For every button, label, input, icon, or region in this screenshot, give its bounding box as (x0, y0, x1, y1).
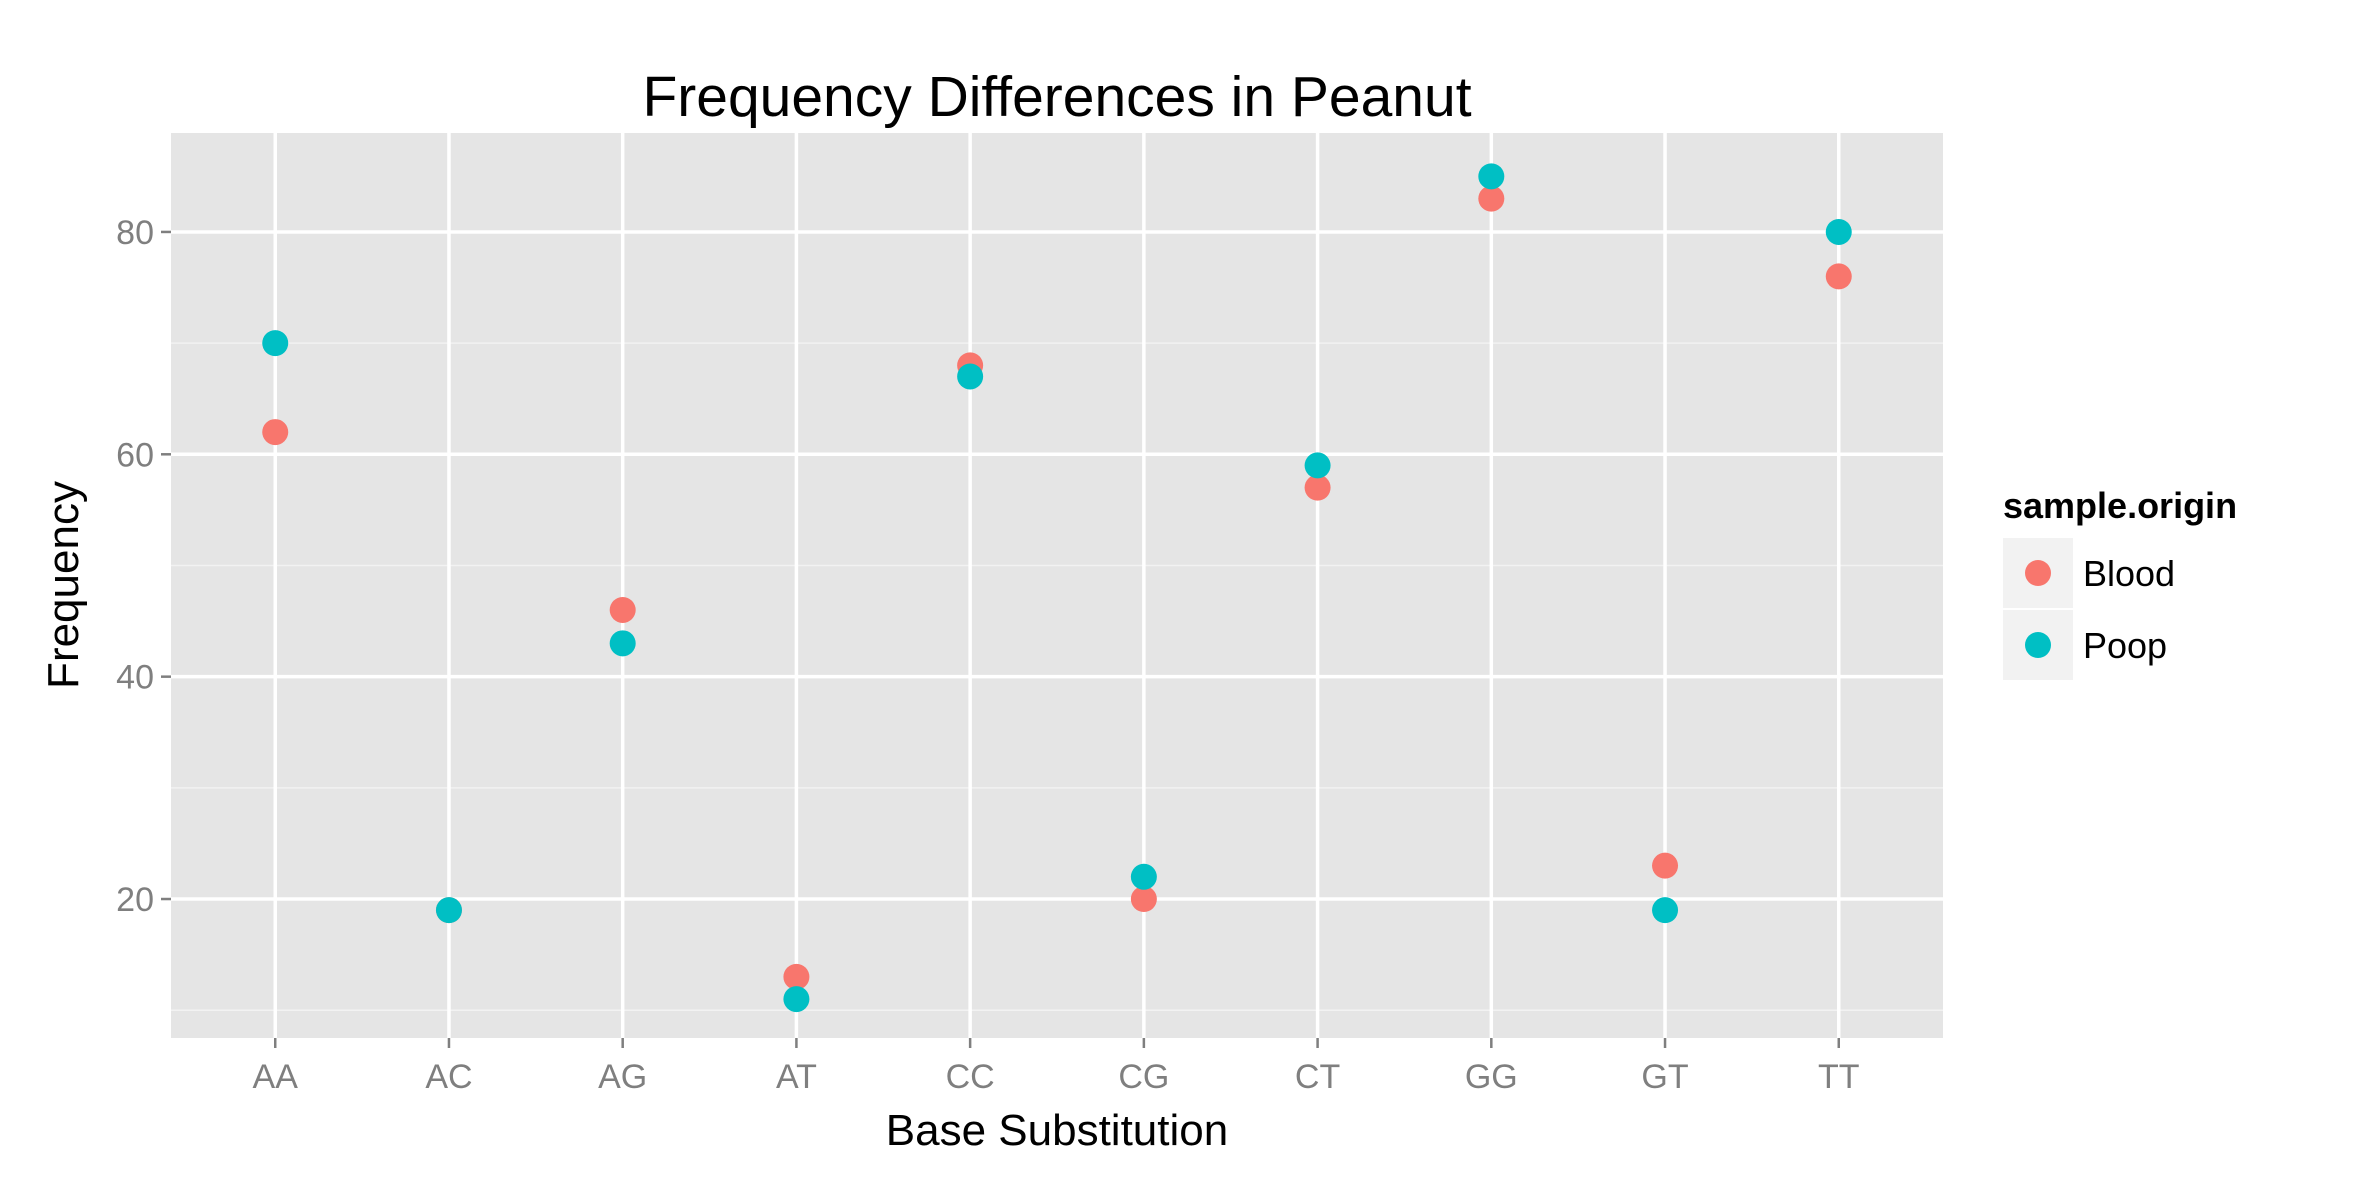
legend-label-blood: Blood (2083, 553, 2175, 594)
legend-item-blood: Blood (2003, 538, 2175, 608)
point-blood-ct (1304, 474, 1331, 501)
point-blood-at (783, 963, 810, 990)
point-poop-ac (435, 897, 462, 924)
x-tick-label-gg: GG (1465, 1058, 1518, 1096)
y-tick-label: 20 (116, 881, 154, 919)
data-points (262, 163, 1852, 1013)
point-poop-cg (1130, 863, 1157, 890)
point-poop-cc (957, 363, 984, 390)
point-poop-gt (1652, 897, 1679, 924)
point-blood-aa (262, 419, 289, 446)
x-tick-label-ct: CT (1295, 1058, 1340, 1096)
y-tick-label: 40 (116, 659, 154, 697)
x-tick-label-ag: AG (598, 1058, 647, 1096)
y-tick-label: 60 (116, 436, 154, 474)
x-tick-label-cg: CG (1118, 1058, 1169, 1096)
point-blood-gt (1652, 852, 1679, 879)
chart-title: Frequency Differences in Peanut (642, 65, 1471, 129)
point-poop-gg (1478, 163, 1505, 190)
grid-minor (171, 342, 1943, 1011)
point-poop-ct (1304, 452, 1331, 479)
point-poop-ag (609, 630, 636, 657)
plot-panel (171, 133, 1943, 1038)
legend: sample.origin Blood Poop (2003, 485, 2237, 680)
legend-label-poop: Poop (2083, 625, 2167, 666)
point-poop-tt (1825, 218, 1852, 245)
x-tick-label-cc: CC (946, 1058, 995, 1096)
point-blood-ag (609, 596, 636, 623)
point-blood-cg (1130, 886, 1157, 913)
x-tick-label-at: AT (776, 1058, 817, 1096)
x-tick-label-tt: TT (1818, 1058, 1860, 1096)
legend-dot-poop (2025, 632, 2051, 658)
x-tick-label-aa: AA (253, 1058, 299, 1096)
x-tick-label-gt: GT (1641, 1058, 1688, 1096)
x-tick-label-ac: AC (425, 1058, 472, 1096)
y-axis: 20 40 60 80 (116, 214, 171, 919)
legend-item-poop: Poop (2003, 610, 2167, 680)
point-poop-at (783, 986, 810, 1013)
legend-title: sample.origin (2003, 485, 2237, 526)
point-blood-tt (1825, 263, 1852, 290)
x-axis-title: Base Substitution (886, 1106, 1228, 1155)
y-tick-label: 80 (116, 214, 154, 252)
legend-dot-blood (2025, 560, 2051, 586)
x-axis: AA AC AG AT CC CG CT GG GT TT (253, 1038, 1860, 1096)
point-poop-aa (262, 330, 289, 357)
point-blood-gg (1478, 185, 1505, 212)
y-axis-title: Frequency (39, 481, 88, 689)
